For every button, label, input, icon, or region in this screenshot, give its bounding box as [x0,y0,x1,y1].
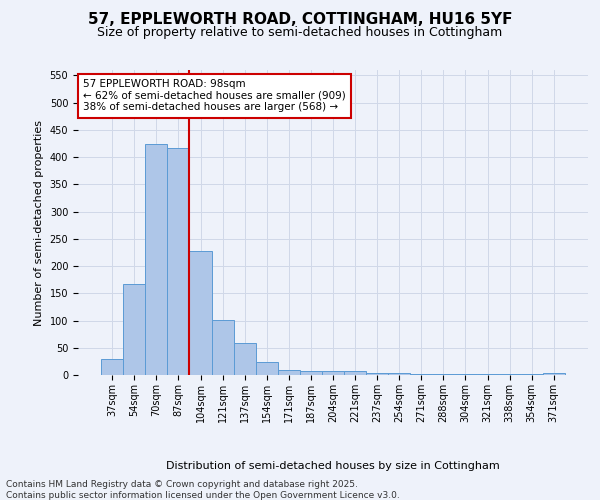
Bar [167,148,190,375]
Bar [499,374,521,375]
Bar [433,374,454,375]
Bar [190,251,212,375]
Bar [256,362,278,375]
Text: 57 EPPLEWORTH ROAD: 98sqm
← 62% of semi-detached houses are smaller (909)
38% of: 57 EPPLEWORTH ROAD: 98sqm ← 62% of semi-… [83,79,346,112]
Bar [344,371,366,375]
Bar [212,320,233,375]
Bar [123,284,145,375]
Bar [101,358,123,375]
Text: Size of property relative to semi-detached houses in Cottingham: Size of property relative to semi-detach… [97,26,503,39]
Bar [278,370,300,375]
Bar [410,374,433,375]
Bar [233,343,256,375]
Bar [300,370,322,375]
Text: 57, EPPLEWORTH ROAD, COTTINGHAM, HU16 5YF: 57, EPPLEWORTH ROAD, COTTINGHAM, HU16 5Y… [88,12,512,28]
Y-axis label: Number of semi-detached properties: Number of semi-detached properties [34,120,44,326]
Bar [366,374,388,375]
Bar [454,374,476,375]
Text: Contains HM Land Registry data © Crown copyright and database right 2025.
Contai: Contains HM Land Registry data © Crown c… [6,480,400,500]
Bar [145,144,167,375]
Bar [388,374,410,375]
X-axis label: Distribution of semi-detached houses by size in Cottingham: Distribution of semi-detached houses by … [166,461,500,471]
Bar [476,374,499,375]
Bar [543,374,565,375]
Bar [322,370,344,375]
Bar [521,374,543,375]
